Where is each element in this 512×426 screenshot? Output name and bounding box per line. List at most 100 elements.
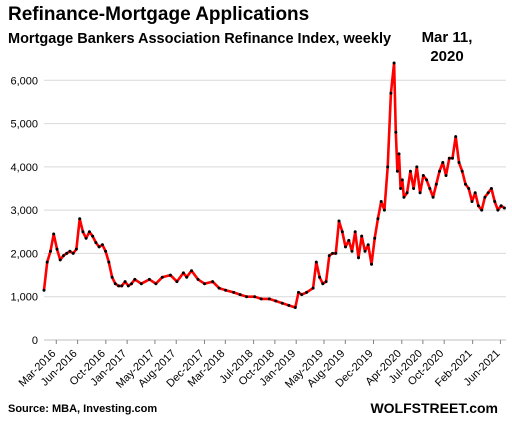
data-point <box>366 243 370 247</box>
data-point <box>464 182 467 186</box>
data-point <box>217 286 221 290</box>
data-point <box>395 169 399 173</box>
y-tick-label: 1,000 <box>10 292 38 304</box>
data-point <box>353 230 357 234</box>
data-point <box>447 156 451 160</box>
y-tick-label: 5,000 <box>10 119 38 131</box>
peak-annotation: Mar 11, 2020 <box>410 28 484 66</box>
data-point <box>399 187 403 190</box>
data-point <box>160 275 164 279</box>
data-point <box>415 165 419 169</box>
data-point <box>402 195 406 199</box>
data-point <box>78 217 82 221</box>
data-point <box>502 206 506 210</box>
data-point <box>389 91 393 95</box>
data-point <box>318 275 322 279</box>
data-point <box>441 161 445 164</box>
data-point <box>470 200 474 203</box>
data-point <box>347 238 351 242</box>
y-tick-label: 4,000 <box>10 162 38 174</box>
data-point <box>58 258 62 262</box>
data-point <box>139 282 143 286</box>
data-point <box>91 234 95 238</box>
data-point <box>405 191 409 195</box>
brand-logo: WOLFSTREET.com <box>370 400 498 416</box>
data-point <box>373 236 377 240</box>
data-point <box>84 236 88 240</box>
data-point <box>211 280 215 284</box>
data-point <box>350 249 354 253</box>
y-tick-label: 6,000 <box>10 75 38 87</box>
data-point <box>480 208 484 212</box>
data-point <box>74 247 78 251</box>
data-point <box>49 249 52 253</box>
data-point <box>126 284 130 288</box>
peak-annotation-date: Mar 11, <box>421 29 473 46</box>
data-point <box>117 284 121 288</box>
data-point <box>360 234 364 238</box>
data-point <box>428 187 432 190</box>
chart-subtitle: Mortgage Bankers Association Refinance I… <box>8 31 392 47</box>
data-point <box>300 293 304 297</box>
data-point <box>133 277 137 281</box>
data-point <box>386 165 390 169</box>
data-point <box>394 130 398 134</box>
data-point <box>253 295 257 299</box>
y-tick-label: 3,000 <box>10 205 38 217</box>
y-tick-label: 2,000 <box>10 248 38 260</box>
data-point <box>331 251 334 255</box>
data-point <box>379 200 383 203</box>
data-point <box>147 277 151 281</box>
data-point <box>45 260 49 264</box>
data-point <box>311 286 315 290</box>
data-point <box>94 241 98 245</box>
data-point <box>52 232 56 236</box>
data-point <box>274 299 278 303</box>
data-point <box>454 135 458 139</box>
data-point <box>65 251 69 255</box>
data-point <box>259 297 263 301</box>
data-point <box>434 182 438 186</box>
data-point <box>438 169 441 173</box>
data-point <box>293 306 297 309</box>
data-point <box>357 256 360 260</box>
data-point <box>224 288 228 292</box>
data-point <box>473 191 477 195</box>
data-point <box>425 178 429 182</box>
data-point <box>493 200 497 203</box>
data-point <box>110 275 114 279</box>
data-point <box>185 275 189 279</box>
data-point <box>203 282 206 286</box>
data-point <box>400 178 404 182</box>
data-point <box>175 280 179 284</box>
data-point <box>232 290 236 294</box>
data-point <box>476 204 480 208</box>
data-point <box>87 230 91 234</box>
data-point <box>363 249 367 253</box>
y-tick-label: 0 <box>32 335 38 347</box>
data-point <box>113 282 117 286</box>
data-point <box>42 288 46 292</box>
data-point <box>489 187 493 190</box>
data-point <box>483 195 487 199</box>
data-point <box>245 295 249 299</box>
data-point <box>337 219 341 223</box>
data-point <box>314 260 318 264</box>
data-point <box>392 61 396 65</box>
data-point <box>123 280 127 284</box>
data-point <box>321 282 325 286</box>
data-point <box>397 152 401 156</box>
data-point <box>499 204 503 208</box>
data-point <box>287 303 291 307</box>
data-point <box>334 251 338 255</box>
data-point <box>97 245 101 249</box>
data-point <box>486 191 490 195</box>
data-point <box>305 290 309 294</box>
data-point <box>280 301 284 305</box>
data-point <box>327 254 331 258</box>
data-point <box>344 245 347 249</box>
peak-annotation-year: 2020 <box>430 48 464 65</box>
source-note: Source: MBA, Investing.com <box>8 403 158 415</box>
data-point <box>55 247 59 251</box>
